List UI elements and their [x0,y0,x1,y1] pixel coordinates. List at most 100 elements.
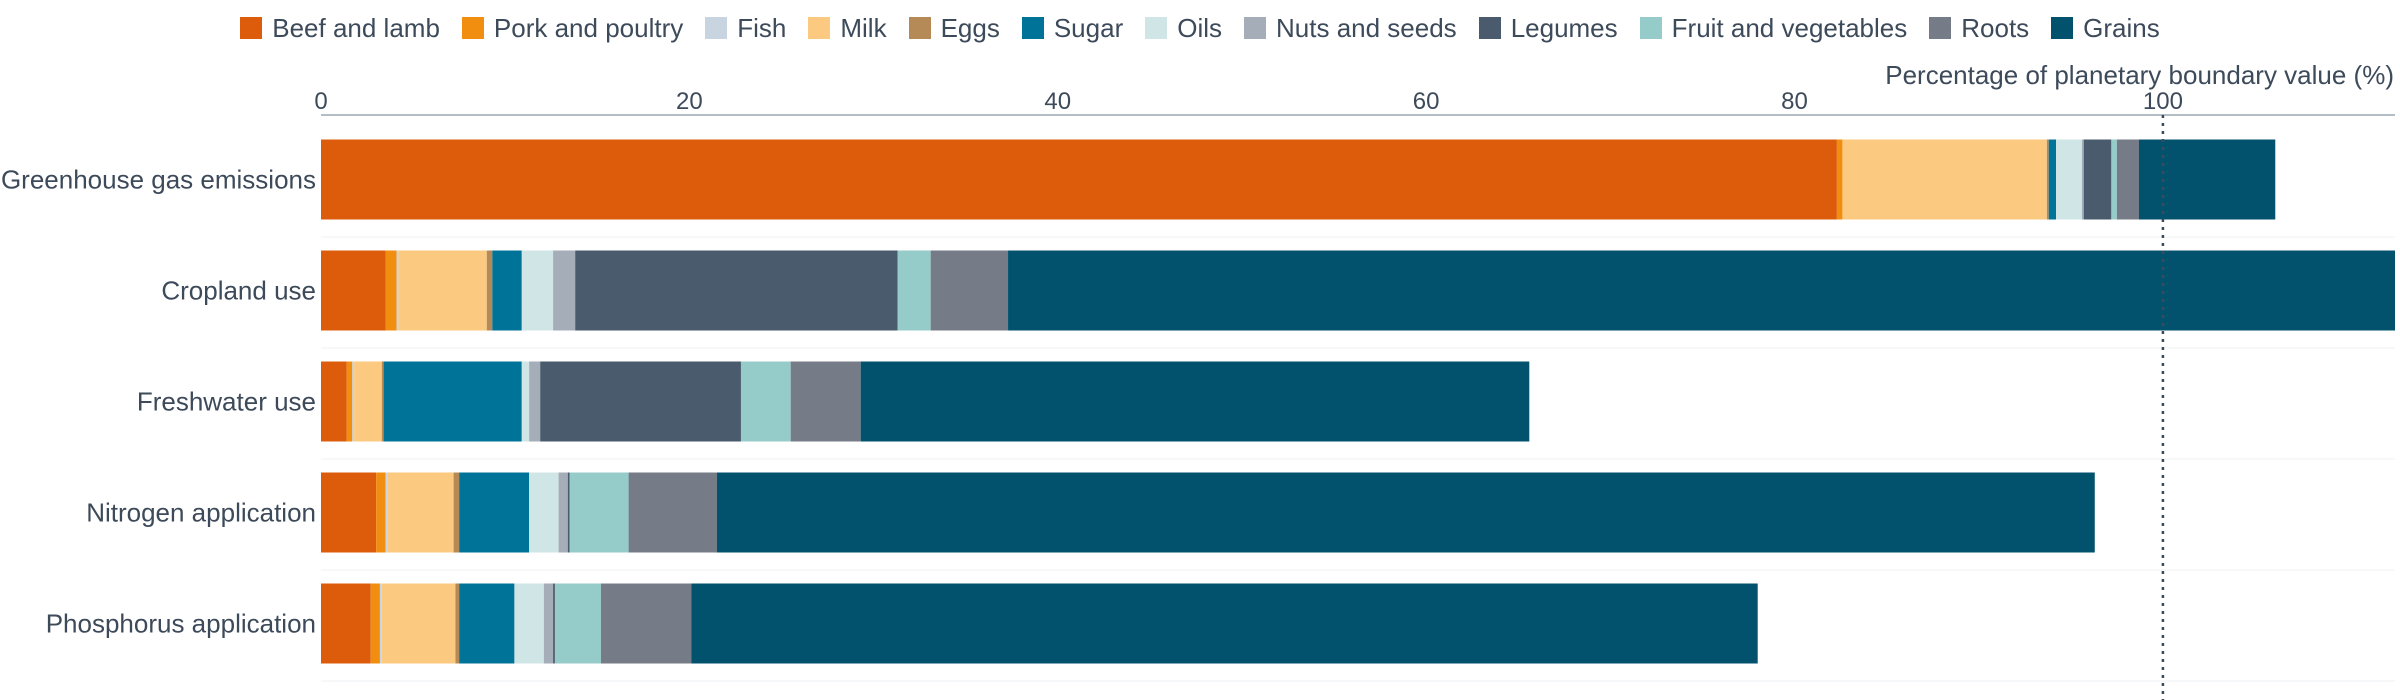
legend-swatch-oils [1145,17,1168,39]
x-tick-label: 0 [314,88,327,115]
bar-segment-legumes [567,472,570,553]
legend-label: Pork and poultry [493,12,684,43]
bar-segment-beef-and-lamb [321,250,386,331]
legend-swatch-milk [808,17,831,39]
bar-segment-oils [514,583,544,664]
x-tick-label: 80 [1781,88,1808,115]
legend-label: Legumes [1510,12,1618,43]
bar-segment-sugar [492,250,522,331]
bar-segment-legumes [575,250,898,331]
legend-item-legumes: Legumes [1478,12,1618,44]
bar-segment-fruit-and-vegetables [569,472,629,553]
legend-swatch-sugar [1021,17,1044,39]
bar-segment-sugar [459,583,515,664]
bar-segment-grains [1008,250,2395,331]
bar-segment-milk [1842,139,2047,220]
legend-item-pork-and-poultry: Pork and poultry [461,12,684,44]
bar-segment-sugar [459,472,530,553]
bar-segment-beef-and-lamb [321,583,371,664]
legend-item-beef-and-lamb: Beef and lamb [240,13,440,44]
category-label: Nitrogen application [86,498,316,528]
bar-segment-nuts-and-seeds [543,583,554,664]
legend-label: Fruit and vegetables [1671,12,1908,43]
x-tick-label: 60 [1413,88,1440,115]
legend-item-eggs: Eggs [908,12,1000,44]
bar-segment-fish [396,250,399,331]
bar-segment-grains [860,361,1530,442]
x-axis-title: Percentage of planetary boundary value (… [1885,60,2394,90]
bar-segment-beef-and-lamb [321,361,347,442]
bar-segment-milk [381,583,456,664]
bar-segment-beef-and-lamb [321,472,377,553]
bar-segment-roots [628,472,718,553]
bar-segment-legumes [540,361,741,442]
bar-segment-milk [398,250,487,331]
legend-swatch-fruit-and-vegetables [1639,17,1662,39]
legend-swatch-grains [2051,17,2074,39]
bar-segment-nuts-and-seeds [558,472,568,553]
bar-segment-nuts-and-seeds [553,250,576,331]
legend-label: Grains [2083,12,2160,43]
x-tick-label: 100 [2143,88,2183,115]
legend-swatch-nuts-and-seeds [1244,17,1267,39]
bar-segment-milk [354,361,382,442]
bar-segment-legumes [553,583,555,664]
legend-label: Beef and lamb [272,12,440,43]
bar-segment-pork-and-poultry [385,250,397,331]
legend-swatch-eggs [908,17,931,39]
legend-swatch-beef-and-lamb [240,17,263,39]
bar-segment-fruit-and-vegetables [2111,139,2117,220]
x-tick-label: 40 [1044,88,1071,115]
legend-label: Eggs [940,12,1000,43]
bar-segment-pork-and-poultry [370,583,380,664]
legend-label: Nuts and seeds [1276,12,1457,43]
legend-swatch-legumes [1478,17,1501,39]
legend-label: Sugar [1053,12,1124,43]
legend-item-roots: Roots [1929,13,2029,44]
legend-item-nuts-and-seeds: Nuts and seeds [1244,13,1457,44]
x-tick-label: 20 [676,88,703,115]
bar-segment-roots [930,250,1009,331]
bar-segment-pork-and-poultry [376,472,386,553]
category-label: Freshwater use [137,387,316,417]
bar-segment-eggs [381,361,384,442]
bar-segment-grains [717,472,2095,553]
bar-segment-fruit-and-vegetables [554,583,601,664]
legend-label: Roots [1961,12,2030,43]
bar-segment-grains [2138,139,2276,220]
legend-label: Oils [1177,12,1223,43]
legend-item-milk: Milk [808,12,887,44]
category-label: Cropland use [161,276,316,306]
bar-segment-eggs [453,472,460,553]
legend-item-sugar: Sugar [1021,12,1124,44]
legend-swatch-pork-and-poultry [461,17,484,39]
bar-segment-sugar [383,361,522,442]
legend-swatch-fish [705,17,728,39]
bar-segment-pork-and-poultry [1836,139,1843,220]
bar-segment-roots [2116,139,2139,220]
bar-segment-beef-and-lamb [321,139,1837,220]
bar-segment-fruit-and-vegetables [740,361,791,442]
bar-segment-oils [521,361,530,442]
bar-segment-eggs [455,583,460,664]
bar-segment-sugar [2048,139,2057,220]
legend-label: Milk [840,12,887,43]
legend-item-fish: Fish [705,13,786,44]
bar-segment-roots [790,361,861,442]
legend-item-oils: Oils [1145,13,1222,44]
bar-segment-oils [521,250,554,331]
legend-item-fruit-and-vegetables: Fruit and vegetables [1639,12,1908,44]
bar-segment-oils [2056,139,2082,220]
bar-segment-eggs [486,250,493,331]
bar-segment-fish [379,583,382,664]
chart-legend: Beef and lamb Pork and poultry Fish Milk Egg… [0,10,2400,46]
bar-segment-roots [600,583,692,664]
legend-item-grains: Grains [2051,13,2160,44]
bar-segment-grains [691,583,1758,664]
bar-segment-nuts-and-seeds [529,361,541,442]
bar-segment-pork-and-poultry [346,361,353,442]
legend-label: Fish [737,12,787,43]
bar-segment-oils [529,472,559,553]
category-label: Greenhouse gas emissions [1,165,316,195]
